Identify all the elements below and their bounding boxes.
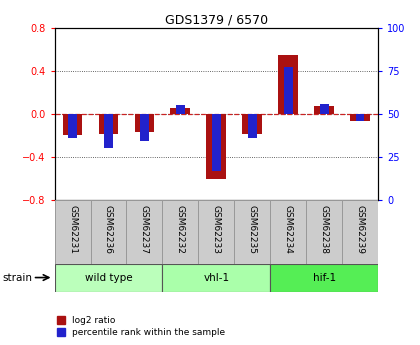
Text: GSM62238: GSM62238 xyxy=(320,205,328,254)
Bar xyxy=(63,114,82,136)
Text: strain: strain xyxy=(2,274,32,283)
Bar xyxy=(242,114,262,134)
Bar xyxy=(198,200,234,264)
Text: GSM62236: GSM62236 xyxy=(104,205,113,254)
Bar xyxy=(234,200,270,264)
Bar xyxy=(55,264,163,292)
Bar xyxy=(126,200,163,264)
Bar xyxy=(55,200,91,264)
Bar xyxy=(270,264,378,292)
Text: GSM62231: GSM62231 xyxy=(68,205,77,254)
Bar xyxy=(350,114,370,121)
Bar xyxy=(356,114,365,121)
Bar xyxy=(140,114,149,141)
Text: GSM62239: GSM62239 xyxy=(356,205,365,254)
Bar xyxy=(278,55,298,114)
Text: GSM62233: GSM62233 xyxy=(212,205,221,254)
Text: vhl-1: vhl-1 xyxy=(203,273,229,283)
Bar xyxy=(104,114,113,148)
Bar xyxy=(248,114,257,138)
Text: GSM62237: GSM62237 xyxy=(140,205,149,254)
Bar xyxy=(134,114,154,132)
Title: GDS1379 / 6570: GDS1379 / 6570 xyxy=(165,13,268,27)
Text: wild type: wild type xyxy=(85,273,132,283)
Bar xyxy=(320,104,328,114)
Text: hif-1: hif-1 xyxy=(312,273,336,283)
Bar xyxy=(342,200,378,264)
Bar xyxy=(270,200,306,264)
Bar xyxy=(163,200,198,264)
Text: GSM62235: GSM62235 xyxy=(248,205,257,254)
Text: GSM62234: GSM62234 xyxy=(284,205,293,254)
Bar xyxy=(68,114,77,138)
Text: GSM62232: GSM62232 xyxy=(176,205,185,254)
Legend: log2 ratio, percentile rank within the sample: log2 ratio, percentile rank within the s… xyxy=(55,314,227,339)
Bar xyxy=(91,200,126,264)
Bar xyxy=(99,114,118,134)
Bar xyxy=(284,67,293,114)
Bar xyxy=(314,106,334,114)
Bar xyxy=(212,114,221,171)
Bar xyxy=(206,114,226,179)
Bar xyxy=(306,200,342,264)
Bar xyxy=(176,105,185,114)
Bar xyxy=(163,264,270,292)
Bar xyxy=(171,108,190,114)
